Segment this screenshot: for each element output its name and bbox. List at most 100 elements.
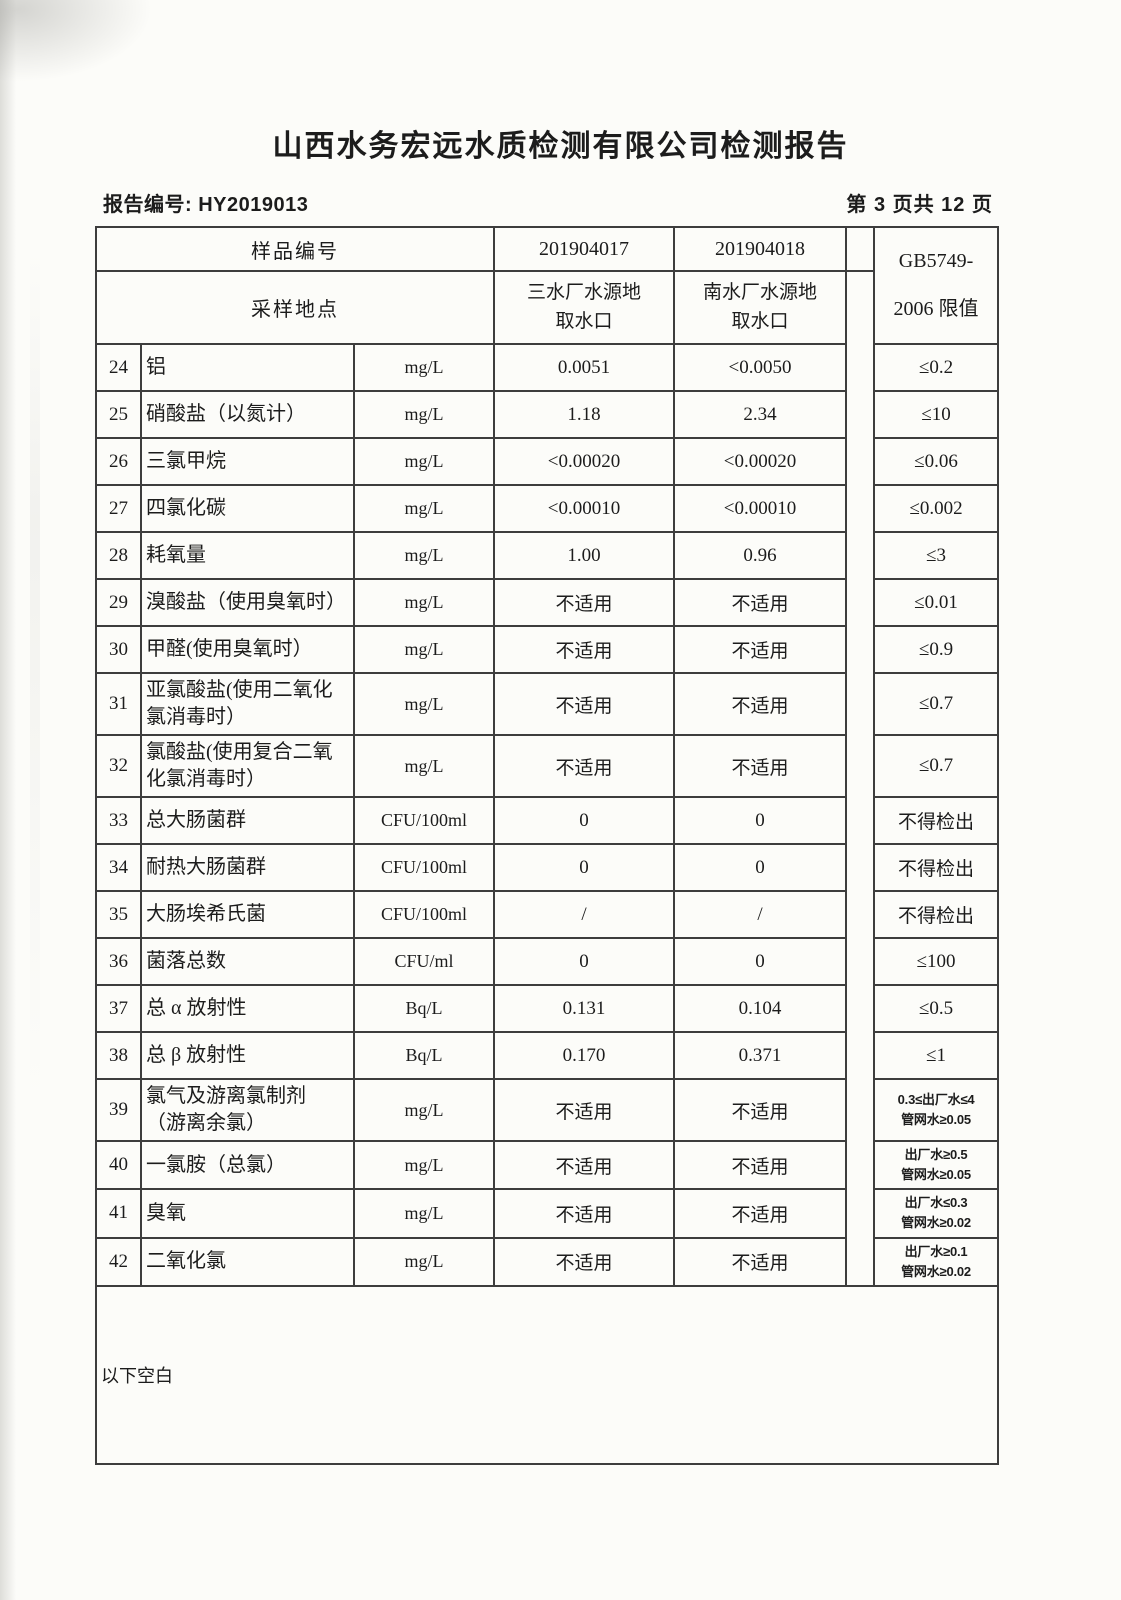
unit-cell: CFU/100ml bbox=[352, 890, 496, 939]
header-row-sample-id: 样品编号 201904017 201904018 GB5749- 2006 限值 bbox=[94, 226, 1000, 345]
parameter-name-cell: 耗氧量 bbox=[140, 531, 355, 580]
limit-cell: ≤0.01 bbox=[873, 578, 1000, 627]
parameter-name-cell: 一氯胺（总氯） bbox=[140, 1139, 355, 1191]
limit-cell: 出厂水≤0.3 管网水≥0.02 bbox=[873, 1188, 1000, 1239]
parameter-name-cell: 四氯化碳 bbox=[140, 484, 355, 533]
sample2-value-cell: 不适用 bbox=[673, 1078, 848, 1142]
sample1-value-cell: 0 bbox=[493, 937, 676, 986]
sample1-value-cell: <0.00010 bbox=[493, 484, 676, 533]
results-table: 样品编号 201904017 201904018 GB5749- 2006 限值… bbox=[94, 226, 1000, 1465]
table-row: 41 臭氧 mg/L 不适用 不适用 出厂水≤0.3 管网水≥0.02 bbox=[95, 1188, 1000, 1239]
table-row: 42 二氧化氯 mg/L 不适用 不适用 出厂水≥0.1 管网水≥0.02 bbox=[95, 1236, 1000, 1287]
table-row: 34 耐热大肠菌群 CFU/100ml 0 0 不得检出 bbox=[95, 843, 1000, 892]
parameter-name-cell: 菌落总数 bbox=[140, 937, 355, 986]
sample2-value-cell: 0.96 bbox=[673, 531, 848, 580]
sample1-value-cell: 1.00 bbox=[493, 531, 676, 580]
limit-cell: ≤10 bbox=[873, 390, 1000, 439]
unit-cell: mg/L bbox=[352, 625, 496, 674]
parameter-name-cell: 铝 bbox=[140, 343, 355, 392]
parameter-name-cell: 大肠埃希氏菌 bbox=[140, 890, 355, 939]
limit-cell: ≤3 bbox=[873, 531, 1000, 580]
limit-cell: ≤0.9 bbox=[873, 625, 1000, 674]
header-row-location: 采样地点 三水厂水源地 取水口 南水厂水源地 取水口 bbox=[94, 270, 998, 1287]
table-row: 39 氯气及游离氯制剂 （游离余氯） mg/L 不适用 不适用 0.3≤出厂水≤… bbox=[95, 1078, 1000, 1142]
row-number-cell: 42 bbox=[95, 1236, 142, 1287]
unit-cell: mg/L bbox=[352, 734, 496, 798]
page-title: 山西水务宏远水质检测有限公司检测报告 bbox=[272, 130, 849, 163]
parameter-name-cell: 总 β 放射性 bbox=[140, 1031, 355, 1080]
limit-cell: ≤0.2 bbox=[873, 343, 1000, 392]
sample2-id-cell: 201904018 bbox=[673, 226, 848, 272]
table-row: 33 总大肠菌群 CFU/100ml 0 0 不得检出 bbox=[95, 796, 1000, 845]
sample1-value-cell: 不适用 bbox=[493, 578, 676, 627]
table-row: 24 铝 mg/L 0.0051 <0.0050 ≤0.2 bbox=[95, 343, 1000, 392]
sample1-value-cell: / bbox=[493, 890, 676, 939]
sample-id-header-label: 样品编号 bbox=[94, 226, 496, 272]
unit-cell: mg/L bbox=[352, 1139, 496, 1191]
unit-cell: mg/L bbox=[352, 343, 496, 392]
table-row: 26 三氯甲烷 mg/L <0.00020 <0.00020 ≤0.06 bbox=[95, 437, 1000, 486]
limit-cell: 出厂水≥0.5 管网水≥0.05 bbox=[873, 1139, 1000, 1191]
unit-cell: mg/L bbox=[352, 672, 496, 736]
sample2-value-cell: 不适用 bbox=[673, 1188, 848, 1239]
sample2-value-cell: <0.00020 bbox=[673, 437, 848, 486]
limit-standard-header: GB5749- 2006 限值 bbox=[879, 231, 993, 340]
row-number-cell: 40 bbox=[95, 1139, 142, 1191]
row-number-cell: 37 bbox=[95, 984, 142, 1033]
limit-cell: ≤0.06 bbox=[873, 437, 1000, 486]
sample1-value-cell: 不适用 bbox=[493, 734, 676, 798]
sample1-value-cell: 0 bbox=[493, 843, 676, 892]
sample2-value-cell: 0.371 bbox=[673, 1031, 848, 1080]
parameter-name-cell: 总大肠菌群 bbox=[140, 796, 355, 845]
sample2-value-cell: 不适用 bbox=[673, 1236, 848, 1287]
table-row: 40 一氯胺（总氯） mg/L 不适用 不适用 出厂水≥0.5 管网水≥0.05 bbox=[95, 1139, 1000, 1191]
limit-cell: 不得检出 bbox=[873, 843, 1000, 892]
sample1-value-cell: 0.131 bbox=[493, 984, 676, 1033]
row-number-cell: 25 bbox=[95, 390, 142, 439]
location-header-label: 采样地点 bbox=[94, 270, 496, 345]
parameter-name-cell: 硝酸盐（以氮计） bbox=[140, 390, 355, 439]
row-number-cell: 24 bbox=[95, 343, 142, 392]
row-number-cell: 41 bbox=[95, 1188, 142, 1239]
unit-cell: Bq/L bbox=[352, 984, 496, 1033]
row-number-cell: 30 bbox=[95, 625, 142, 674]
table-row: 37 总 α 放射性 Bq/L 0.131 0.104 ≤0.5 bbox=[95, 984, 1000, 1033]
limit-cell: 不得检出 bbox=[873, 796, 1000, 845]
sample2-value-cell: 不适用 bbox=[673, 625, 848, 674]
sample1-value-cell: 不适用 bbox=[493, 1236, 676, 1287]
table-row: 31 亚氯酸盐(使用二氧化氯消毒时） mg/L 不适用 不适用 ≤0.7 bbox=[95, 672, 1000, 736]
unit-cell: mg/L bbox=[352, 578, 496, 627]
limit-standard-header-cell: GB5749- 2006 限值 bbox=[873, 226, 1000, 345]
sample1-id-cell: 201904017 bbox=[493, 226, 676, 272]
row-number-cell: 31 bbox=[95, 672, 142, 736]
report-meta: 报告编号: HY2019013 第 3 页共 12 页 bbox=[95, 188, 997, 217]
table-row: 27 四氯化碳 mg/L <0.00010 <0.00010 ≤0.002 bbox=[95, 484, 1000, 533]
unit-cell: mg/L bbox=[352, 1236, 496, 1287]
report-number: 报告编号: HY2019013 bbox=[95, 188, 308, 217]
unit-cell: mg/L bbox=[352, 484, 496, 533]
row-number-cell: 38 bbox=[95, 1031, 142, 1080]
unit-cell: CFU/100ml bbox=[352, 843, 496, 892]
sample1-value-cell: 不适用 bbox=[493, 1078, 676, 1142]
row-number-cell: 34 bbox=[95, 843, 142, 892]
sample1-value-cell: 1.18 bbox=[493, 390, 676, 439]
spacer-cell bbox=[845, 226, 876, 272]
parameter-name-cell: 耐热大肠菌群 bbox=[140, 843, 355, 892]
sample2-value-cell: 不适用 bbox=[673, 734, 848, 798]
sample2-value-cell: <0.0050 bbox=[673, 343, 848, 392]
row-number-cell: 35 bbox=[95, 890, 142, 939]
table-row: 28 耗氧量 mg/L 1.00 0.96 ≤3 bbox=[95, 531, 1000, 580]
sample1-value-cell: 不适用 bbox=[493, 672, 676, 736]
parameter-name-cell: 二氧化氯 bbox=[140, 1236, 355, 1287]
sample1-value-cell: 0 bbox=[493, 796, 676, 845]
blank-below-note: 以下空白 bbox=[94, 1284, 1000, 1465]
limit-cell: 出厂水≥0.1 管网水≥0.02 bbox=[873, 1236, 1000, 1287]
table-row: 25 硝酸盐（以氮计） mg/L 1.18 2.34 ≤10 bbox=[95, 390, 1000, 439]
sample2-value-cell: / bbox=[673, 890, 848, 939]
parameter-name-cell: 氯气及游离氯制剂 （游离余氯） bbox=[140, 1078, 355, 1142]
table-row: 38 总 β 放射性 Bq/L 0.170 0.371 ≤1 bbox=[95, 1031, 1000, 1080]
table-row: 32 氯酸盐(使用复合二氧化氯消毒时） mg/L 不适用 不适用 ≤0.7 bbox=[95, 734, 1000, 798]
unit-cell: CFU/ml bbox=[352, 937, 496, 986]
parameter-name-cell: 臭氧 bbox=[140, 1188, 355, 1239]
